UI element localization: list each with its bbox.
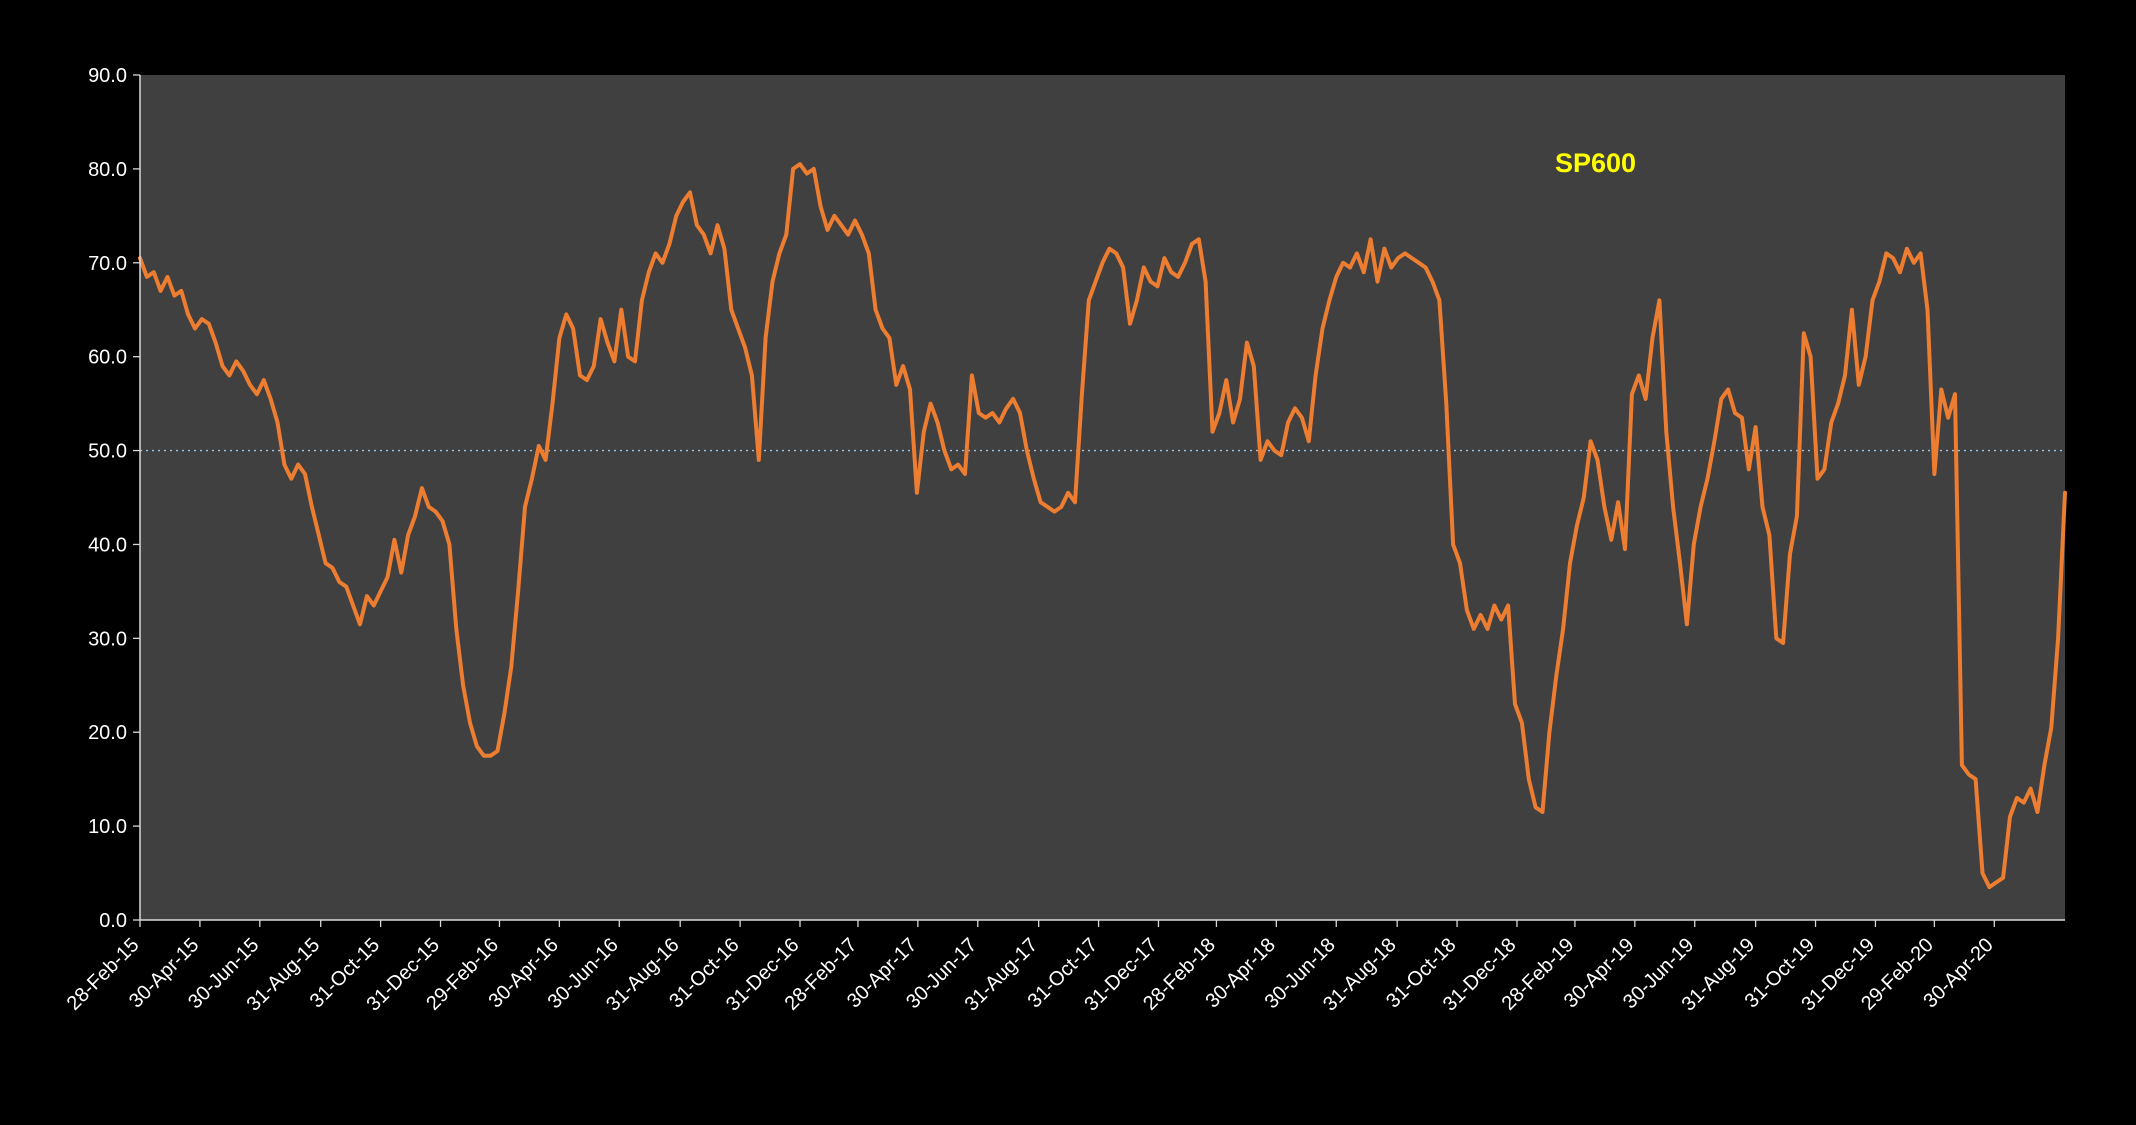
y-axis-label: 80.0 — [88, 159, 127, 181]
y-axis-label: 70.0 — [88, 253, 127, 275]
y-axis-label: 10.0 — [88, 816, 127, 838]
series-label-sp600: SP600 — [1555, 148, 1636, 178]
plot-area — [140, 75, 2065, 920]
sp600-series-line — [138, 162, 2067, 890]
y-axis-label: 50.0 — [88, 441, 127, 463]
y-axis-label: 0.0 — [99, 910, 127, 932]
y-axis-label: 30.0 — [88, 628, 127, 650]
y-axis-label: 90.0 — [88, 65, 127, 87]
y-axis-label: 60.0 — [88, 347, 127, 369]
y-axis-label: 20.0 — [88, 722, 127, 744]
y-axis-label: 40.0 — [88, 534, 127, 556]
